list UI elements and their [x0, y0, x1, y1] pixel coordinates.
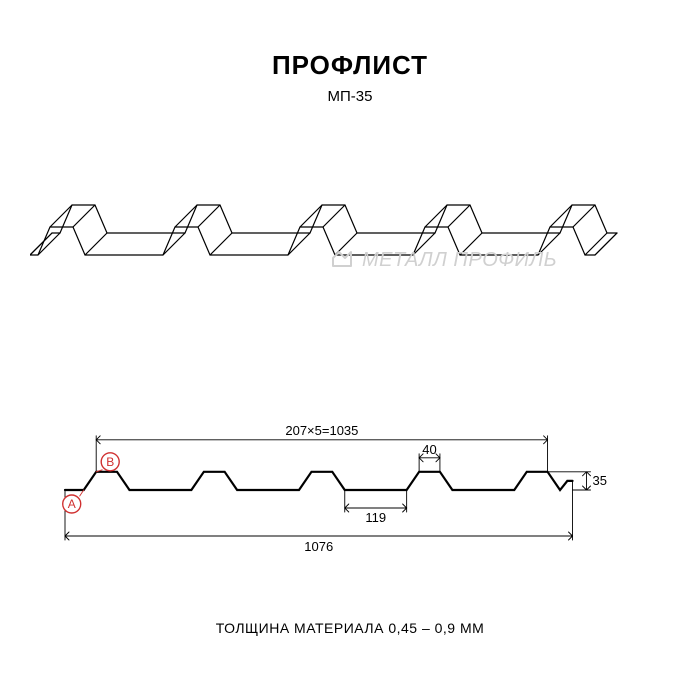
svg-text:A: A: [68, 497, 76, 511]
title: ПРОФЛИСТ: [0, 50, 700, 81]
page: ПРОФЛИСТ МП-35 МЕТАЛЛ ПРОФИЛЬ 207×5=1035…: [0, 0, 700, 700]
svg-text:119: 119: [365, 510, 386, 525]
svg-text:1076: 1076: [304, 539, 333, 554]
svg-text:35: 35: [593, 473, 607, 488]
subtitle: МП-35: [0, 88, 700, 105]
section-drawing: 207×5=1035 40 119 1076 35 B A: [60, 380, 650, 560]
isometric-drawing: [30, 160, 670, 300]
svg-text:40: 40: [422, 442, 436, 457]
svg-text:B: B: [106, 455, 114, 469]
footer-text: ТОЛЩИНА МАТЕРИАЛА 0,45 – 0,9 ММ: [0, 620, 700, 636]
svg-text:207×5=1035: 207×5=1035: [285, 423, 358, 438]
